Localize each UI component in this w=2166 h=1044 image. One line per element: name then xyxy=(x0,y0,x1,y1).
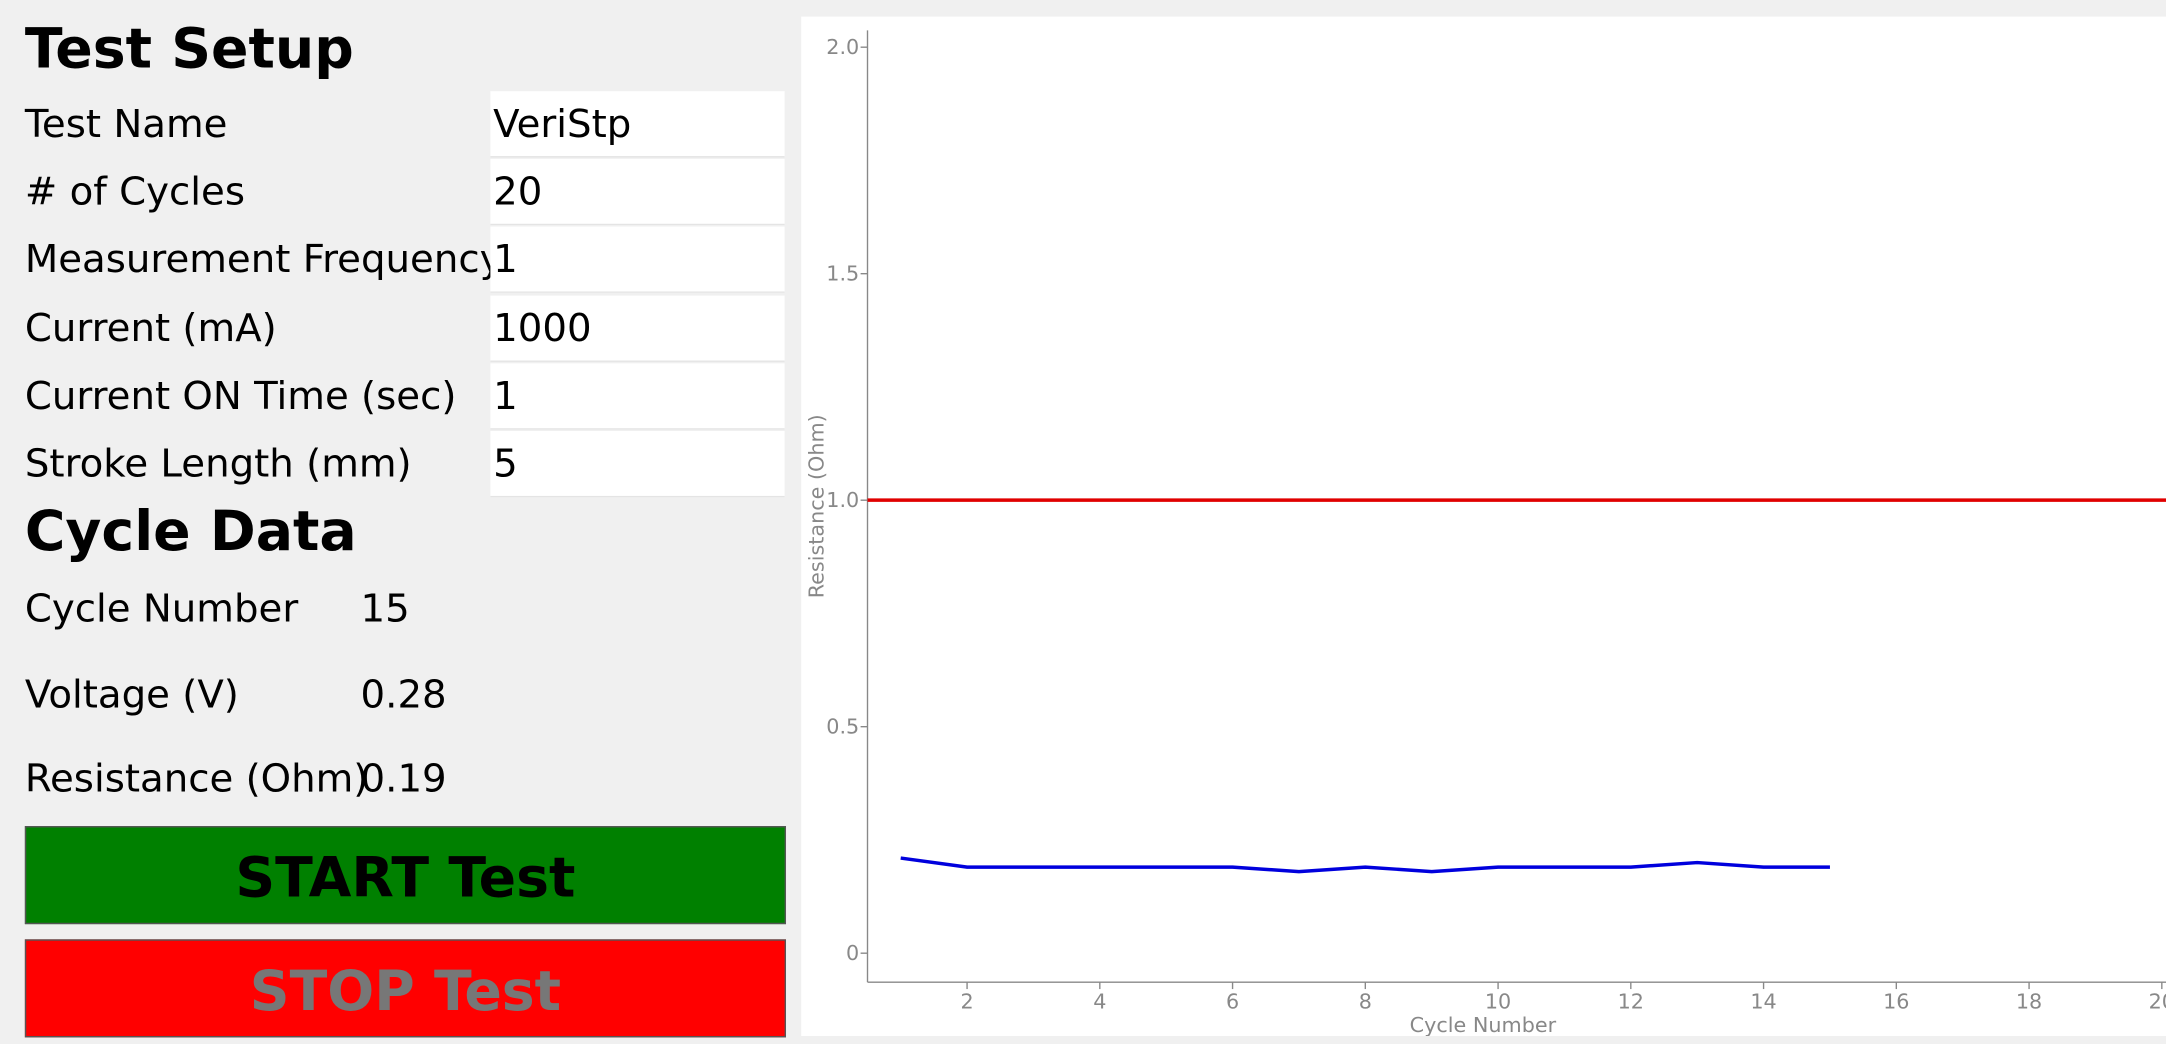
field-label: # of Cycles xyxy=(24,168,246,215)
x-tick-label: 14 xyxy=(1750,989,1776,1013)
field-label: Current (mA) xyxy=(24,304,277,351)
x-axis-label: Cycle Number xyxy=(1410,1013,1557,1036)
y-tick-label: 1.0 xyxy=(826,488,859,512)
x-tick-label: 16 xyxy=(1883,989,1909,1013)
data-line xyxy=(900,856,1830,874)
data-value: 15 xyxy=(360,585,410,632)
data-value: 0.28 xyxy=(360,670,447,717)
data-label: Resistance (Ohm) xyxy=(24,755,369,802)
y-tick-label: 1.5 xyxy=(826,262,859,286)
x-tick-label: 2 xyxy=(960,989,973,1013)
data-label: Voltage (V) xyxy=(24,670,239,717)
y-axis-label: Resistance (Ohm) xyxy=(804,414,828,598)
y-tick-label: 0 xyxy=(846,941,859,965)
field-input[interactable]: 5 xyxy=(490,430,785,498)
field-input[interactable]: 1000 xyxy=(490,295,785,362)
stop-button[interactable]: STOP Test xyxy=(24,939,787,1038)
data-value: 0.19 xyxy=(360,755,447,802)
x-tick-label: 12 xyxy=(1618,989,1644,1013)
data-label: Cycle Number xyxy=(24,585,299,632)
y-tick-label: 2.0 xyxy=(826,35,859,59)
chart: 0 0.5 1.0 1.5 2.0 2 4 6 8 10 12 14 16 18 20 Cycle Numbe… xyxy=(801,16,2166,1037)
x-tick-label: 10 xyxy=(1485,989,1511,1013)
field-label: Stroke Length (mm) xyxy=(24,440,412,487)
field-input[interactable]: 1 xyxy=(490,227,785,294)
y-tick-label: 0.5 xyxy=(826,715,859,739)
field-label: Measurement Frequency xyxy=(24,236,503,283)
field-input[interactable]: 20 xyxy=(490,159,785,226)
x-tick-label: 4 xyxy=(1093,989,1106,1013)
x-tick-label: 8 xyxy=(1359,989,1372,1013)
x-tick-label: 6 xyxy=(1226,989,1239,1013)
start-button[interactable]: START Test xyxy=(24,826,787,925)
field-input[interactable]: 1 xyxy=(490,363,785,430)
section-title: Test Setup xyxy=(24,17,354,82)
x-tick-label: 20 xyxy=(2149,989,2166,1013)
x-tick-label: 18 xyxy=(2016,989,2042,1013)
field-label: Current ON Time (sec) xyxy=(24,372,457,419)
field-input[interactable]: VeriStp xyxy=(490,91,785,158)
field-label: Test Name xyxy=(24,100,228,147)
section-title: Cycle Data xyxy=(24,500,357,564)
